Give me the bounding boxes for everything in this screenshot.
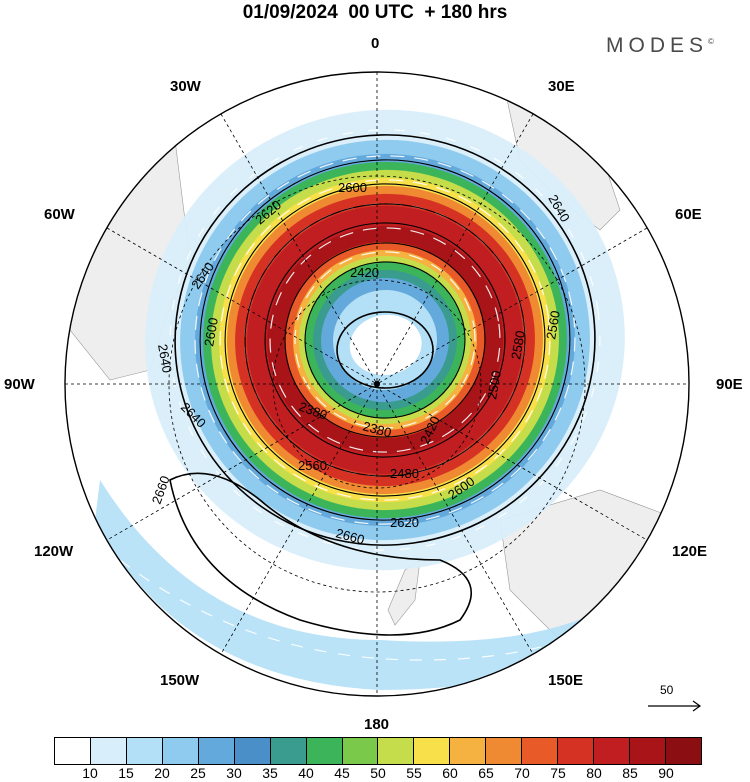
colorbar-swatch <box>90 738 127 764</box>
colorbar-tick-label: 50 <box>370 765 386 781</box>
contour-label: 2500 <box>484 369 504 400</box>
colorbar-tick-label: 55 <box>406 765 422 781</box>
colorbar-swatch <box>55 738 91 764</box>
colorbar-tick-label: 45 <box>334 765 350 781</box>
colorbar-swatch <box>450 738 487 764</box>
colorbar-tick-label: 20 <box>154 765 170 781</box>
brand-text: MODES <box>606 34 709 57</box>
colorbar-tick-label: 10 <box>82 765 98 781</box>
contour-label: 2560 <box>298 458 327 473</box>
secondary-jet <box>95 480 640 690</box>
map-boundary <box>64 71 690 697</box>
colorbar-swatch <box>594 738 630 764</box>
lon-label-90e: 90E <box>716 376 743 393</box>
colorbar-swatch <box>378 738 415 764</box>
colorbar-tick-label: 40 <box>298 765 314 781</box>
contour-label: 2380 <box>361 418 393 440</box>
lon-label-0: 0 <box>371 35 380 52</box>
colorbar-swatch <box>198 738 235 764</box>
lon-label-30w: 30W <box>170 78 201 95</box>
colorbar-tick-label: 75 <box>550 765 566 781</box>
lon-label-30e: 30E <box>548 78 575 95</box>
reference-vector-label: 50 <box>660 683 674 697</box>
colorbar-swatch <box>342 738 379 764</box>
contour-label: 2660 <box>334 525 366 547</box>
lon-label-180: 180 <box>364 716 390 733</box>
colorbar-swatch <box>162 738 199 764</box>
lon-label-60e: 60E <box>675 206 702 223</box>
lon-label-150e: 150E <box>548 672 584 689</box>
lon-label-120e: 120E <box>672 543 708 560</box>
map-title: 01/09/2024 00 UTC + 180 hrs <box>242 2 508 23</box>
colorbar-swatch <box>558 738 595 764</box>
colorbar-tick-label: 30 <box>226 765 242 781</box>
lon-label-90w: 90W <box>4 376 35 393</box>
contour-label: 2620 <box>390 515 419 530</box>
brand-logo: MODES© <box>606 34 714 58</box>
colorbar-swatch <box>234 738 271 764</box>
colorbar-tick-label: 25 <box>190 765 206 781</box>
contour-label: 2480 <box>390 466 419 481</box>
lon-label-60w: 60W <box>44 206 75 223</box>
colorbar-swatch <box>665 738 701 764</box>
colorbar-swatch <box>306 738 343 764</box>
contour-label: 2580 <box>508 329 528 360</box>
contour-label: 2600 <box>338 180 367 195</box>
map-area <box>65 72 689 696</box>
contour-label: 2420 <box>350 265 379 280</box>
colorbar-swatch <box>414 738 451 764</box>
colorbar-tick-label: 90 <box>658 765 674 781</box>
colorbar-swatch <box>126 738 163 764</box>
colorbar-swatch <box>270 738 307 764</box>
colorbar-tick-label: 85 <box>622 765 638 781</box>
contour-label: 2640 <box>155 343 175 374</box>
contour-label: 2600 <box>201 316 221 347</box>
colorbar-tick-label: 60 <box>442 765 458 781</box>
colorbar-labels: 10 15 20 25 30 35 40 45 50 55 60 65 70 75 80 85 90 <box>54 765 702 782</box>
contour-label: 2560 <box>543 309 563 340</box>
lon-label-150w: 150W <box>160 672 200 689</box>
lon-label-120w: 120W <box>34 543 74 560</box>
colorbar-tick-label: 70 <box>514 765 530 781</box>
colorbar-tick-label: 35 <box>262 765 278 781</box>
reference-vector-arrow <box>648 700 702 712</box>
colorbar-tick-label: 65 <box>478 765 494 781</box>
wind-speed-fill <box>145 109 625 571</box>
brand-mark: © <box>708 37 714 46</box>
colorbar <box>54 737 702 765</box>
colorbar-swatch <box>522 738 559 764</box>
colorbar-tick-label: 80 <box>586 765 602 781</box>
colorbar-tick-label: 15 <box>118 765 134 781</box>
colorbar-swatch <box>486 738 523 764</box>
colorbar-swatch <box>630 738 666 764</box>
pole-marker <box>374 381 380 387</box>
